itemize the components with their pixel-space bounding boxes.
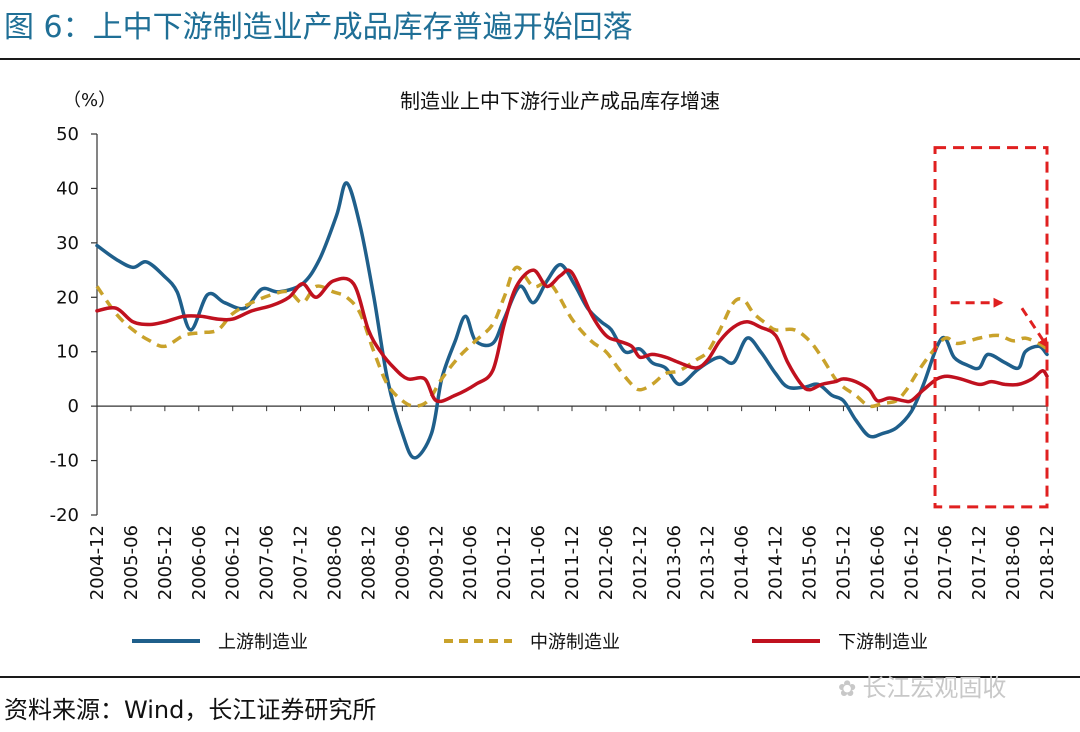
x-tick-label: 2005-06 <box>121 525 142 600</box>
x-tick-label: 2010-12 <box>494 525 515 600</box>
y-tick-label: 20 <box>56 287 79 308</box>
legend: 上游制造业 中游制造业 下游制造业 <box>132 632 928 653</box>
series-line-0 <box>95 181 1049 460</box>
x-tick-label: 2014-06 <box>732 525 753 600</box>
x-tick-label: 2015-06 <box>800 525 821 600</box>
x-tick-label: 2012-06 <box>596 525 617 600</box>
axes: 50 40 30 20 10 0 -10 -20 2004-12 2005-06 2005-12 20… <box>50 124 1058 600</box>
wechat-icon: ✿ <box>838 677 857 702</box>
source-note: 资料来源：Wind，长江证券研究所 <box>4 696 377 724</box>
y-tick-label: 30 <box>56 233 79 254</box>
x-tick-label: 2005-12 <box>155 525 176 600</box>
y-tick-label: 40 <box>56 178 79 199</box>
x-tick-label: 2018-06 <box>1003 525 1024 600</box>
chart-title: 制造业上中下游行业产成品库存增速 <box>400 89 720 113</box>
y-tick-label: -20 <box>50 505 79 526</box>
highlight-box <box>933 146 1049 509</box>
series-line-2 <box>95 268 1049 404</box>
x-tick-label: 2013-06 <box>664 525 685 600</box>
x-tick-label: 2006-12 <box>223 525 244 600</box>
x-tick-label: 2004-12 <box>87 525 108 600</box>
y-tick-label: 10 <box>56 342 79 363</box>
x-tick-label: 2011-06 <box>528 525 549 600</box>
x-tick-label: 2007-06 <box>257 525 278 600</box>
watermark-text: 长江宏观固收 <box>862 674 1007 702</box>
x-tick-label: 2013-12 <box>698 525 719 600</box>
figure-title: 图 6：上中下游制造业产成品库存普遍开始回落 <box>4 10 633 45</box>
x-tick-label: 2012-12 <box>630 525 651 600</box>
chart: 制造业上中下游行业产成品库存增速 （%） 50 40 30 20 10 0 -10 -20 20… <box>50 89 1058 653</box>
x-tick-label: 2016-12 <box>901 525 922 600</box>
x-tick-label: 2008-12 <box>358 525 379 600</box>
x-tick-label: 2006-06 <box>189 525 210 600</box>
x-tick-label: 2011-12 <box>562 525 583 600</box>
series-line-1 <box>95 265 1048 409</box>
x-tick-label: 2017-12 <box>969 525 990 600</box>
annotations <box>933 146 1049 509</box>
series-lines <box>95 181 1049 460</box>
x-tick-label: 2017-06 <box>935 525 956 600</box>
x-tick-label: 2008-06 <box>325 525 346 600</box>
watermark: ✿ 长江宏观固收 <box>838 668 1006 703</box>
x-tick-label: 2018-12 <box>1037 525 1058 600</box>
x-tick-label: 2009-06 <box>392 525 413 600</box>
x-tick-label: 2014-12 <box>766 525 787 600</box>
x-tick-label: 2016-06 <box>867 525 888 600</box>
x-tick-label: 2009-12 <box>426 525 447 600</box>
legend-label-downstream: 下游制造业 <box>838 632 928 653</box>
trend-arrow <box>1020 307 1049 348</box>
legend-label-upstream: 上游制造业 <box>218 632 308 653</box>
top-rule <box>0 58 1080 60</box>
bottom-rule <box>0 676 1080 678</box>
y-tick-label: 50 <box>56 124 79 145</box>
y-tick-label: -10 <box>50 451 79 472</box>
legend-label-midstream: 中游制造业 <box>530 632 620 653</box>
y-axis-unit: （%） <box>63 90 116 111</box>
x-tick-label: 2010-06 <box>460 525 481 600</box>
x-tick-label: 2015-12 <box>833 525 854 600</box>
x-tick-label: 2007-12 <box>291 525 312 600</box>
y-tick-label: 0 <box>68 396 79 417</box>
